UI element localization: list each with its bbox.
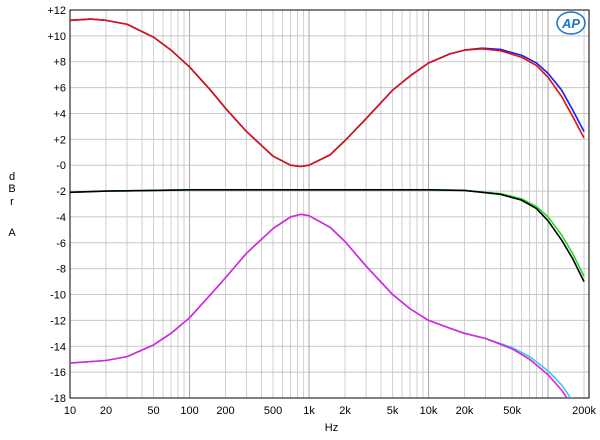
y-axis-letter: B [8,183,15,195]
y-axis-letter: A [8,227,16,239]
y-tick-label: -10 [50,290,66,302]
ap-logo-text: AP [561,16,580,31]
y-tick-label: -12 [50,315,66,327]
x-tick-label: 500 [264,405,282,417]
series-line-1 [70,18,585,168]
series-line-5 [70,213,569,398]
plot-frame [69,9,590,399]
y-tick-label: -2 [56,186,66,198]
ap-logo-icon: AP [556,11,586,35]
y-axis-title: dBr A [8,171,16,239]
x-tick-label: 20 [100,405,112,417]
grid-major [69,9,589,399]
grid-minor [69,10,585,398]
y-tick-label: +10 [47,31,66,43]
y-tick-label: +6 [53,83,66,95]
x-tick-label: 200k [572,405,596,417]
x-tick-label: 200 [216,405,234,417]
x-tick-label: 50k [503,405,521,417]
y-tick-label: +12 [47,5,66,17]
x-tick-label: 10 [64,405,76,417]
x-tick-labels: 10 20 50 100 200 500 1k 2k 5k 10k 20k 50k 200k [64,405,597,417]
y-tick-label: +8 [53,57,66,69]
y-tick-label: -8 [56,264,66,276]
ap-logo-ring [556,11,586,35]
y-tick-label: -16 [50,367,66,379]
series-line-3 [70,188,585,282]
y-tick-label: +2 [53,134,66,146]
x-tick-label: 5k [387,405,399,417]
series-line-4 [70,213,572,398]
y-tick-label: -0 [56,160,66,172]
series-line-2 [70,188,585,277]
y-axis-letter: d [9,171,15,183]
y-tick-label: +4 [53,108,66,120]
series-line-0 [70,18,585,168]
series-layer [70,18,585,398]
y-tick-label: -4 [56,212,66,224]
x-tick-label: 10k [420,405,438,417]
x-axis-title: Hz [325,422,338,434]
x-tick-label: 2k [339,405,351,417]
x-tick-label: 50 [147,405,159,417]
y-axis-letter: r [10,196,14,208]
x-tick-label: 20k [456,405,474,417]
y-tick-labels: +12 +10 +8 +6 +4 +2 -0 -2 -4 -6 -8 -10 -12 -14 -16 -18 [47,5,66,405]
x-tick-label: 100 [180,405,198,417]
y-tick-label: -6 [56,238,66,250]
y-tick-label: -18 [50,393,66,405]
x-tick-label: 1k [303,405,315,417]
y-tick-label: -14 [50,341,66,353]
